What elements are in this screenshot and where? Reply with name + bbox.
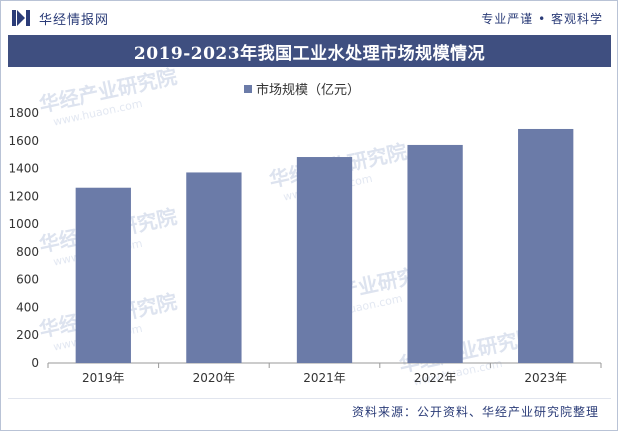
title-bar: 2019-2023年我国工业水处理市场规模情况 bbox=[8, 35, 611, 67]
brand-name: 华经情报网 bbox=[39, 13, 110, 28]
y-tick-label: 0 bbox=[31, 356, 39, 370]
bar bbox=[296, 157, 353, 363]
bar bbox=[186, 172, 242, 363]
x-tick-label: 2022年 bbox=[414, 371, 457, 385]
bar bbox=[518, 128, 574, 363]
y-tick-label: 1000 bbox=[8, 217, 39, 231]
legend-swatch bbox=[244, 85, 252, 93]
legend-label: 市场规模（亿元） bbox=[256, 82, 360, 98]
y-tick-label: 800 bbox=[16, 245, 39, 259]
y-tick-label: 1600 bbox=[8, 134, 39, 148]
brand-logo-icon bbox=[12, 10, 30, 26]
x-tick-label: 2020年 bbox=[193, 371, 236, 385]
y-axis: 0 200 400 600 800 1000 1200 1400 1600 1800 bbox=[8, 106, 39, 370]
bar-chart: 华经产业研究院www.huaon.com华经产业研究院www.huaon.com… bbox=[8, 67, 602, 389]
y-tick-label: 1400 bbox=[8, 162, 39, 176]
footer-divider bbox=[8, 398, 611, 399]
y-tick-label: 1200 bbox=[8, 189, 39, 203]
x-tick-label: 2023年 bbox=[524, 371, 567, 385]
source-note: 资料来源：公开资料、华经产业研究院整理 bbox=[351, 405, 599, 419]
bar-series bbox=[75, 128, 574, 363]
chart-title: 2019-2023年我国工业水处理市场规模情况 bbox=[133, 43, 486, 64]
top-bar: 华经情报网 专业严谨 • 客观科学 bbox=[1, 1, 617, 35]
chart-legend: 市场规模（亿元） bbox=[244, 82, 360, 98]
y-tick-label: 1800 bbox=[8, 106, 39, 120]
y-tick-label: 600 bbox=[16, 273, 39, 287]
y-tick-label: 200 bbox=[16, 328, 39, 342]
brand-tagline: 专业严谨 • 客观科学 bbox=[481, 12, 603, 26]
y-tick-label: 400 bbox=[16, 300, 39, 314]
x-tick-label: 2019年 bbox=[82, 371, 125, 385]
x-axis: 2019年 2020年 2021年 2022年 2023年 bbox=[47, 362, 602, 385]
x-tick-label: 2021年 bbox=[303, 371, 346, 385]
bar bbox=[407, 144, 463, 363]
bar bbox=[75, 187, 131, 363]
